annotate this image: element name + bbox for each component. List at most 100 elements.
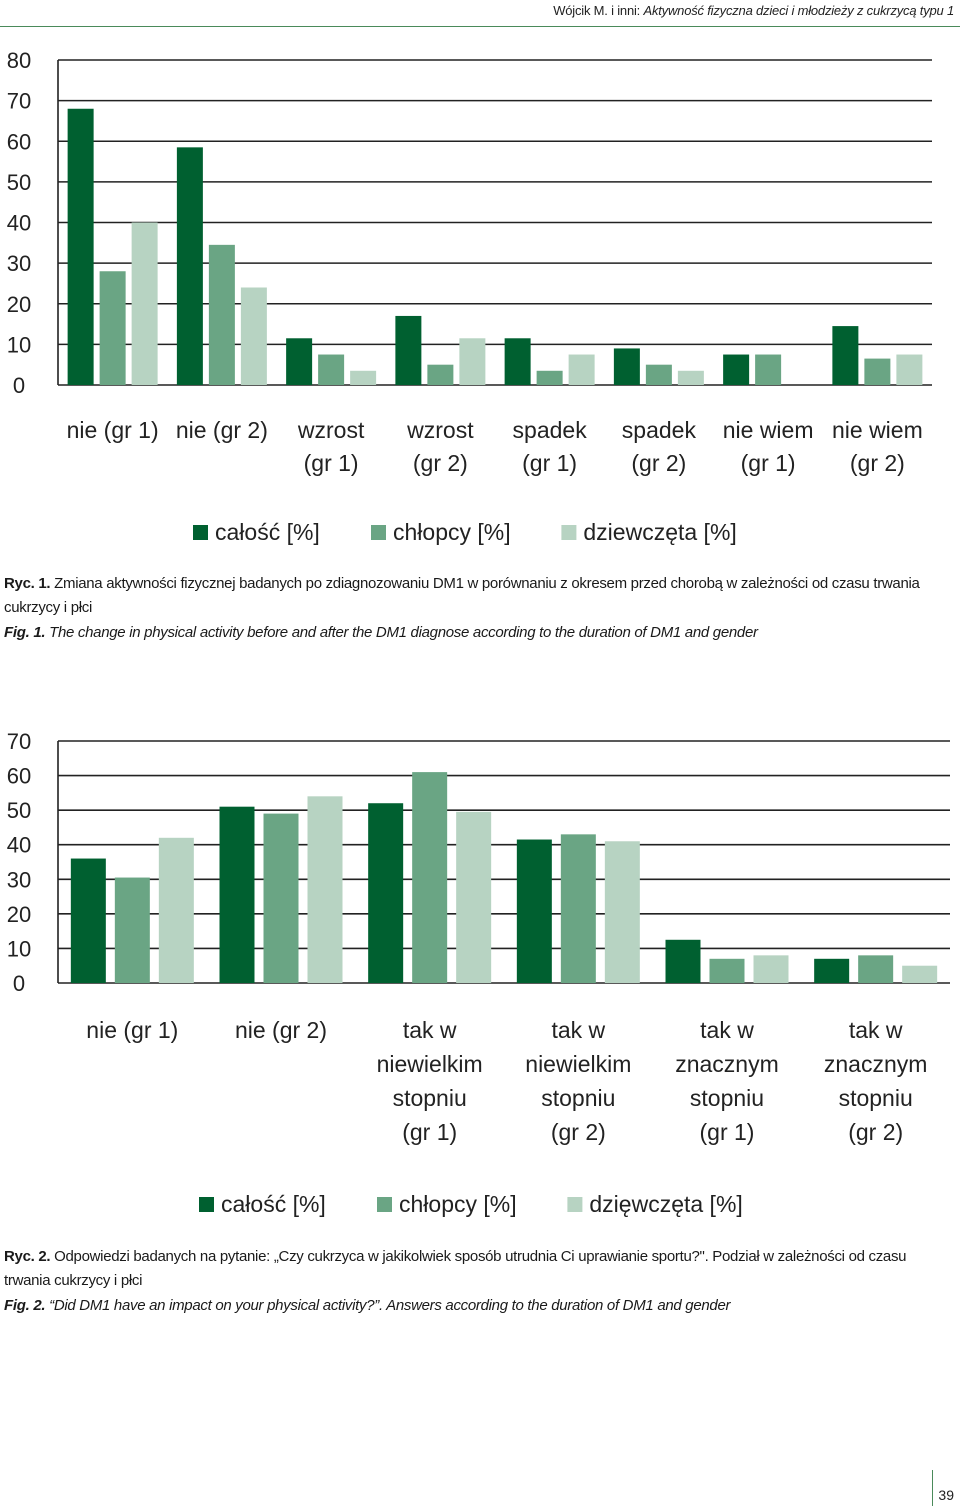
bar <box>158 837 194 983</box>
bar <box>814 958 850 983</box>
x-tick-label: tak w <box>403 1017 457 1043</box>
x-tick-label: tak w <box>551 1017 605 1043</box>
bar <box>368 803 404 983</box>
x-tick-label: (gr 1) <box>741 450 796 476</box>
bar <box>350 370 377 385</box>
bar <box>723 354 750 385</box>
x-tick-label: nie (gr 1) <box>67 417 159 443</box>
bar <box>709 958 745 983</box>
y-tick-label: 20 <box>7 292 31 317</box>
running-header: Wójcik M. i inni: Aktywność fizyczna dzi… <box>0 0 960 27</box>
bar <box>412 772 448 983</box>
x-tick-label: spadek <box>513 417 588 443</box>
x-tick-label: (gr 1) <box>402 1119 457 1145</box>
x-tick-label: tak w <box>700 1017 754 1043</box>
bar <box>613 348 640 385</box>
y-tick-label: 80 <box>7 48 31 73</box>
x-tick-label: nie (gr 2) <box>235 1017 327 1043</box>
bar <box>427 364 454 385</box>
y-tick-label: 10 <box>7 936 31 961</box>
x-tick-label: (gr 1) <box>700 1119 755 1145</box>
y-tick-label: 0 <box>13 373 25 398</box>
figure-1-caption-en: Fig. 1. The change in physical activity … <box>4 621 956 645</box>
legend-swatch <box>567 1197 583 1212</box>
bar <box>131 222 158 385</box>
bar <box>665 939 701 983</box>
figure-1-caption-pl: Ryc. 1. Zmiana aktywności fizycznej bada… <box>4 572 956 620</box>
y-tick-label: 50 <box>7 798 31 823</box>
bar <box>263 813 299 983</box>
bar <box>286 338 313 385</box>
bar <box>645 364 672 385</box>
y-tick-label: 20 <box>7 902 31 927</box>
bar <box>536 370 563 385</box>
bar <box>832 326 859 385</box>
bar <box>560 834 596 983</box>
figure-2-chart: 0 10 20 30 40 50 60 70 nie (gr 1) nie (gr 2) tak w… <box>7 729 950 1217</box>
bar <box>896 354 923 385</box>
figure-2-label-pl: Ryc. 2. <box>4 1248 51 1265</box>
x-tick-label: spadek <box>622 417 697 443</box>
x-tick-label: nie wiem <box>832 417 923 443</box>
bar <box>307 796 343 983</box>
bar <box>677 370 704 385</box>
legend-label: dzięwczęta [%] <box>589 1191 742 1217</box>
bar <box>176 147 203 385</box>
legend-label: chłopcy [%] <box>393 519 511 545</box>
header-authors: Wójcik M. i inni: <box>553 3 644 18</box>
y-tick-label: 10 <box>7 332 31 357</box>
y-tick-label: 60 <box>7 764 31 789</box>
x-tick-label: (gr 2) <box>848 1119 903 1145</box>
bar <box>568 354 595 385</box>
x-tick-label: (gr 2) <box>413 450 468 476</box>
legend-swatch <box>371 525 386 540</box>
x-tick-label: niewielkim <box>377 1051 483 1077</box>
y-tick-label: 30 <box>7 251 31 276</box>
legend-swatch <box>199 1197 214 1212</box>
y-tick-label: 40 <box>7 211 31 236</box>
x-tick-label: stopniu <box>839 1085 913 1111</box>
x-tick-label: (gr 2) <box>850 450 905 476</box>
x-tick-label: stopniu <box>393 1085 467 1111</box>
x-tick-label: stopniu <box>541 1085 615 1111</box>
bar <box>318 354 345 385</box>
x-tick-label: wzrost <box>406 417 474 443</box>
figure-2-text-en: “Did DM1 have an impact on your physical… <box>45 1297 731 1314</box>
bar <box>902 965 938 983</box>
bar <box>516 839 552 983</box>
y-tick-label: 40 <box>7 833 31 858</box>
bar <box>755 354 782 385</box>
figure-1-text-pl: Zmiana aktywności fizycznej badanych po … <box>4 575 920 616</box>
page-number-rule <box>932 1470 933 1506</box>
bar <box>459 338 486 385</box>
bar <box>604 841 640 983</box>
figure-1-chart: 0 10 20 30 40 50 60 70 80 nie (gr 1) nie (gr 2) wzr… <box>7 48 932 545</box>
x-tick-label: (gr 2) <box>631 450 686 476</box>
x-tick-label: niewielkim <box>525 1051 631 1077</box>
y-tick-label: 60 <box>7 129 31 154</box>
bar <box>753 955 789 983</box>
bar <box>864 358 891 385</box>
legend-swatch <box>377 1197 392 1212</box>
figure-1-label-pl: Ryc. 1. <box>4 575 51 592</box>
legend-swatch <box>561 525 577 540</box>
x-tick-label: (gr 2) <box>551 1119 606 1145</box>
bar <box>67 108 94 385</box>
y-tick-label: 70 <box>7 89 31 114</box>
legend-label: chłopcy [%] <box>399 1191 517 1217</box>
x-tick-label: (gr 1) <box>522 450 577 476</box>
bar <box>240 287 267 385</box>
bar <box>858 955 894 983</box>
figure-2-caption-pl: Ryc. 2. Odpowiedzi badanych na pytanie: … <box>4 1245 956 1293</box>
legend-label: dziewczęta [%] <box>583 519 736 545</box>
y-tick-label: 30 <box>7 867 31 892</box>
bar <box>395 315 422 385</box>
legend-label: całość [%] <box>215 519 320 545</box>
bar <box>504 338 531 385</box>
bar <box>456 811 492 983</box>
legend-label: całość [%] <box>221 1191 326 1217</box>
x-tick-label: znacznym <box>824 1051 928 1077</box>
bar <box>219 806 255 983</box>
figure-2-caption-en: Fig. 2. “Did DM1 have an impact on your … <box>4 1294 956 1318</box>
x-tick-label: stopniu <box>690 1085 764 1111</box>
